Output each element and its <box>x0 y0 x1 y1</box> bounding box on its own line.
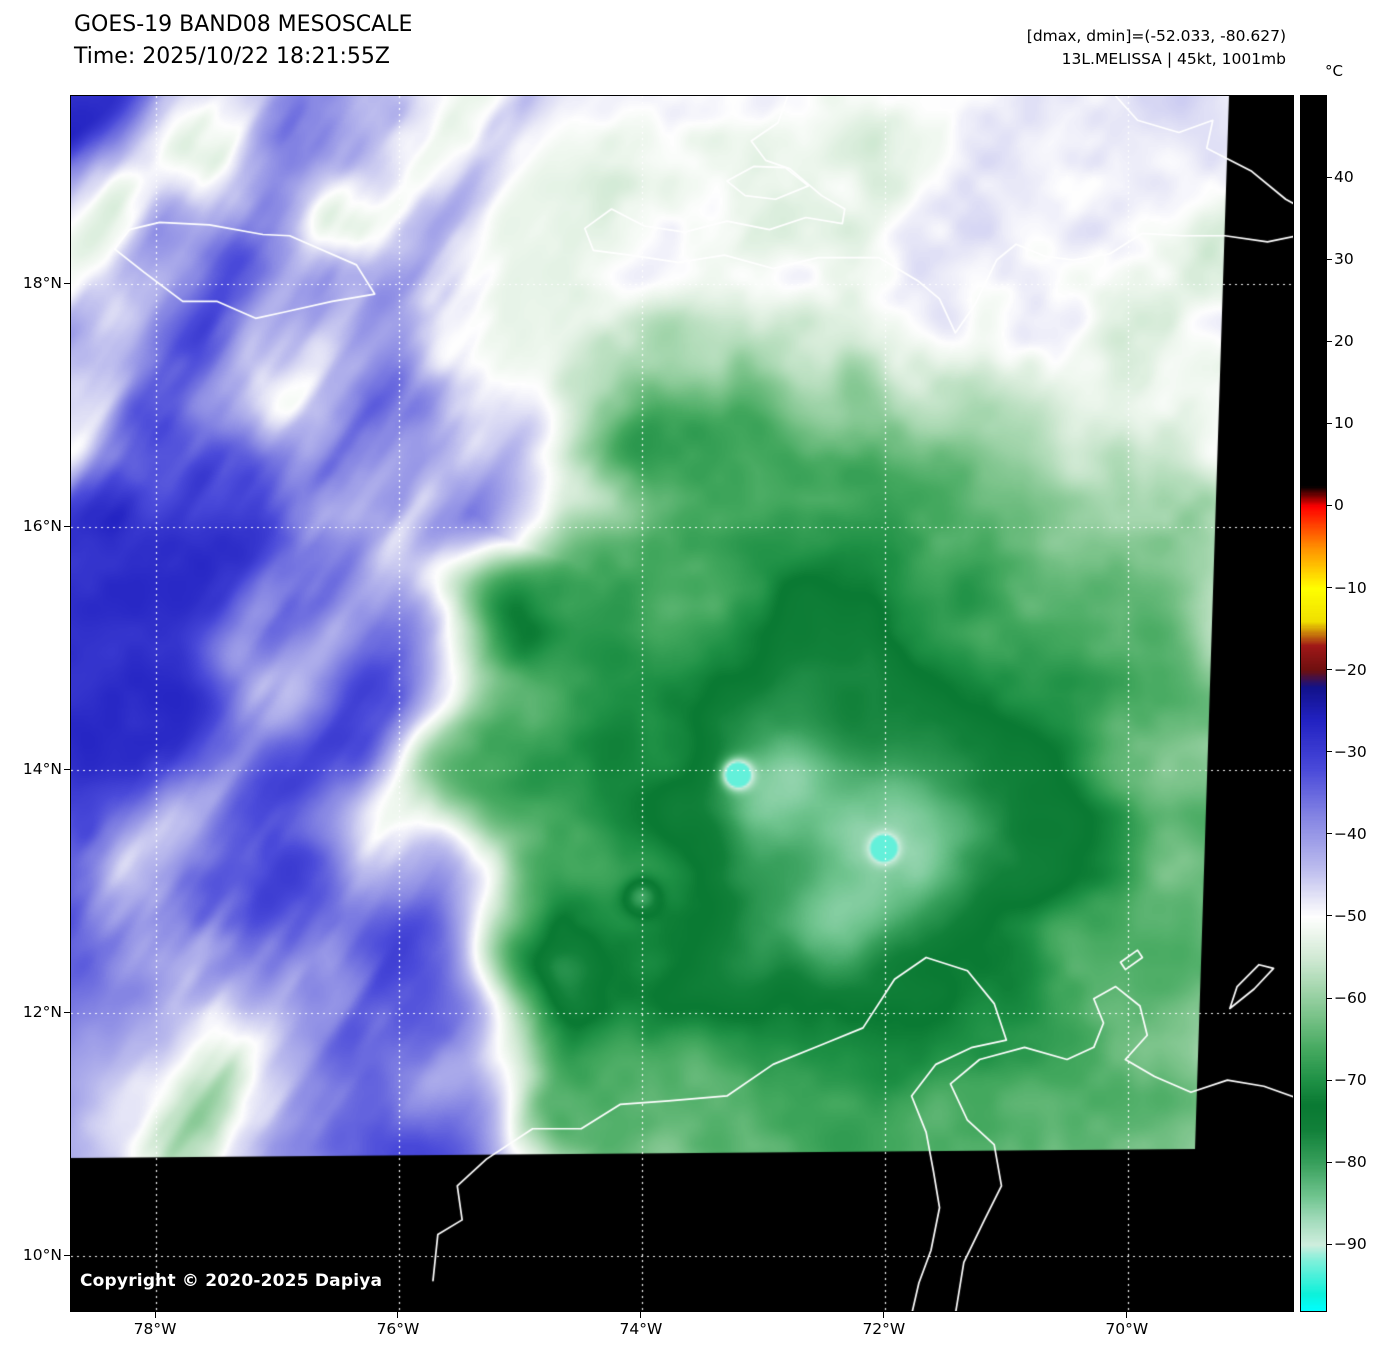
satellite-image-canvas <box>70 95 1294 1312</box>
colorbar-tick-label: 10 <box>1334 414 1354 433</box>
colorbar-tick <box>1327 1079 1332 1081</box>
colorbar-tick-label: −90 <box>1334 1235 1367 1254</box>
colorbar-tick <box>1327 422 1332 424</box>
lon-axis-tick <box>883 1312 885 1318</box>
lon-axis-tick <box>1126 1312 1128 1318</box>
colorbar-tick-label: −20 <box>1334 660 1367 679</box>
colorbar-tick <box>1327 997 1332 999</box>
colorbar-tick-label: −10 <box>1334 578 1367 597</box>
lat-tick-label: 14°N <box>22 760 62 779</box>
colorbar-tick-label: −50 <box>1334 906 1367 925</box>
lon-axis-tick <box>397 1312 399 1318</box>
colorbar-unit-label: °C <box>1325 62 1343 80</box>
colorbar-tick <box>1327 1161 1332 1163</box>
colorbar-tick <box>1327 833 1332 835</box>
lon-axis-tick <box>640 1312 642 1318</box>
colorbar-tick-label: 40 <box>1334 168 1354 187</box>
storm-info-readout: 13L.MELISSA | 45kt, 1001mb <box>1061 50 1286 68</box>
lon-tick-label: 72°W <box>862 1320 906 1338</box>
colorbar-tick <box>1327 751 1332 753</box>
lon-tick-label: 74°W <box>619 1320 663 1338</box>
lat-axis-tick <box>64 282 70 284</box>
colorbar-tick <box>1327 504 1332 506</box>
figure-timestamp: Time: 2025/10/22 18:21:55Z <box>74 44 390 69</box>
colorbar-tick-label: 30 <box>1334 250 1354 269</box>
lon-tick-label: 70°W <box>1105 1320 1149 1338</box>
colorbar-tick-label: 0 <box>1334 496 1344 515</box>
colorbar-tick-label: −60 <box>1334 989 1367 1008</box>
copyright-watermark: Copyright © 2020-2025 Dapiya <box>80 1271 383 1291</box>
colorbar-tick-label: −70 <box>1334 1071 1367 1090</box>
lat-axis-tick <box>64 768 70 770</box>
colorbar-tick <box>1327 915 1332 917</box>
lon-tick-label: 76°W <box>376 1320 420 1338</box>
colorbar-tick <box>1327 1243 1332 1245</box>
colorbar-tick-label: −40 <box>1334 824 1367 843</box>
lat-axis-tick <box>64 1254 70 1256</box>
lat-axis-tick <box>64 1011 70 1013</box>
lat-tick-label: 12°N <box>22 1003 62 1022</box>
dmax-dmin-readout: [dmax, dmin]=(-52.033, -80.627) <box>1026 27 1286 45</box>
colorbar-tick <box>1327 587 1332 589</box>
colorbar-tick <box>1327 176 1332 178</box>
lat-tick-label: 18°N <box>22 274 62 293</box>
colorbar-tick-label: 20 <box>1334 332 1354 351</box>
lat-tick-label: 16°N <box>22 517 62 536</box>
colorbar-tick <box>1327 258 1332 260</box>
lat-tick-label: 10°N <box>22 1246 62 1265</box>
lon-axis-tick <box>154 1312 156 1318</box>
lon-tick-label: 78°W <box>133 1320 177 1338</box>
colorbar-tick-label: −30 <box>1334 742 1367 761</box>
colorbar-tick-label: −80 <box>1334 1153 1367 1172</box>
colorbar-canvas <box>1300 95 1327 1312</box>
colorbar-tick <box>1327 669 1332 671</box>
lat-axis-tick <box>64 525 70 527</box>
colorbar-tick <box>1327 340 1332 342</box>
figure-title: GOES-19 BAND08 MESOSCALE <box>74 12 413 37</box>
